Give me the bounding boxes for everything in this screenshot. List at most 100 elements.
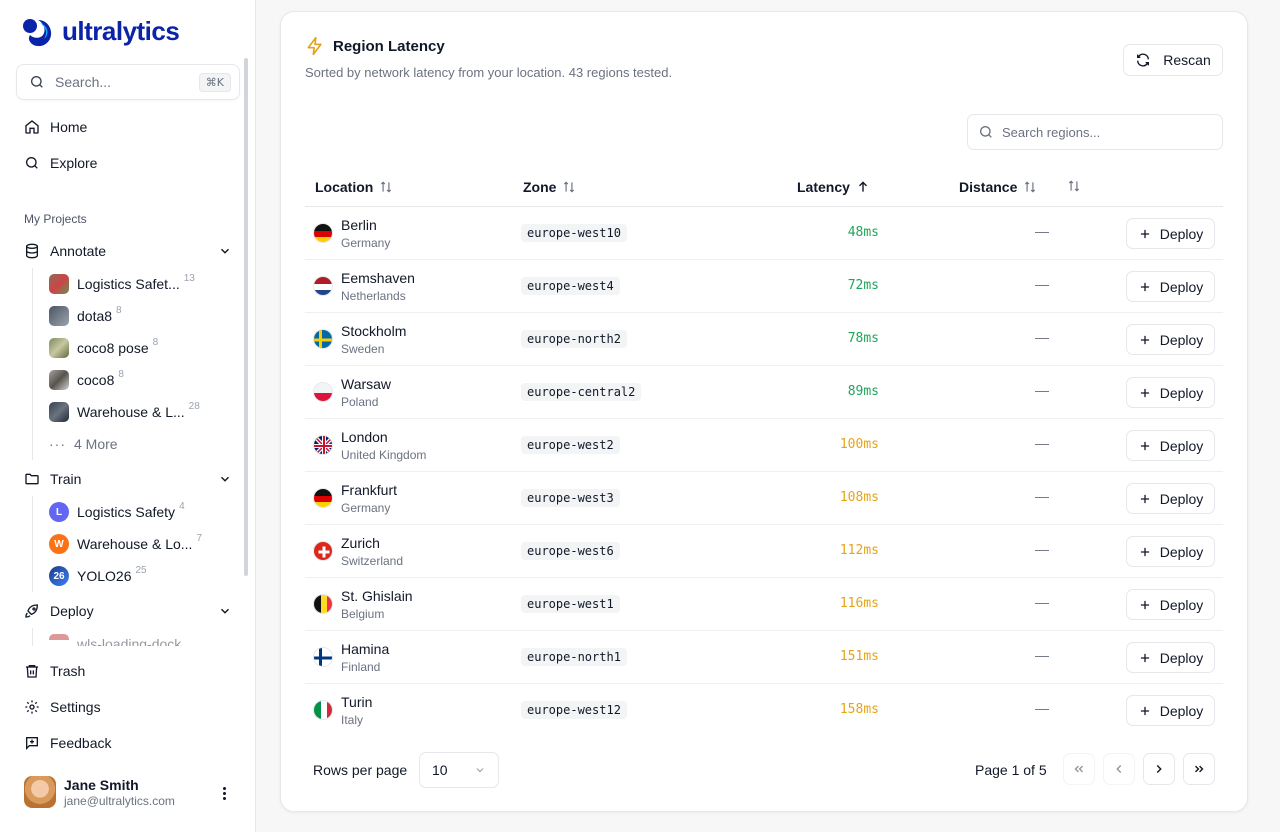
rows-per-page-select[interactable]: 10: [419, 752, 499, 788]
lightning-icon: [307, 36, 322, 56]
se-flag-icon: [313, 329, 333, 349]
project-name: Logistics Safet...: [77, 276, 180, 292]
row-zone: europe-west1: [521, 595, 620, 613]
row-city: Stockholm: [341, 323, 407, 339]
deploy-button[interactable]: Deploy: [1126, 483, 1215, 514]
nav-explore[interactable]: Explore: [24, 155, 97, 171]
nav-home[interactable]: Home: [24, 119, 87, 135]
deploy-button[interactable]: Deploy: [1126, 377, 1215, 408]
column-zone[interactable]: Zone: [523, 179, 576, 195]
chevron-down-icon[interactable]: [218, 244, 232, 258]
table-row: Berlin Germany europe-west10 48ms — Depl…: [305, 207, 1223, 260]
region-search-input[interactable]: [1002, 124, 1222, 140]
train-item[interactable]: L Logistics Safety 4: [49, 501, 185, 522]
plus-icon: [1140, 335, 1149, 344]
next-page-button[interactable]: [1143, 753, 1175, 785]
table-row: Stockholm Sweden europe-north2 78ms — De…: [305, 313, 1223, 366]
nav-settings[interactable]: Settings: [24, 699, 101, 715]
nav-trash[interactable]: Trash: [24, 663, 85, 679]
chevron-down-icon[interactable]: [218, 472, 232, 486]
deploy-button[interactable]: Deploy: [1126, 218, 1215, 249]
chevron-right-icon: [1156, 765, 1162, 773]
it-flag-icon: [313, 700, 333, 720]
chevron-left-icon: [1116, 765, 1122, 773]
deploy-button[interactable]: Deploy: [1126, 536, 1215, 567]
column-location[interactable]: Location: [315, 179, 393, 195]
deploy-button-label: Deploy: [1159, 702, 1204, 719]
row-distance: —: [1035, 541, 1049, 557]
annotate-item[interactable]: Logistics Safet... 13: [49, 272, 195, 294]
first-page-button[interactable]: [1063, 753, 1095, 785]
deploy-button[interactable]: Deploy: [1126, 695, 1215, 726]
sort-icon: [1025, 181, 1036, 193]
train-item[interactable]: W Warehouse & Lo... 7: [49, 533, 202, 554]
project-avatar: W: [49, 534, 69, 554]
deploy-button[interactable]: Deploy: [1126, 430, 1215, 461]
folder-icon: [25, 473, 39, 485]
row-country: Poland: [341, 395, 379, 409]
project-name: Warehouse & L...: [77, 404, 185, 420]
annotate-more-link[interactable]: ··· 4 More: [49, 436, 118, 452]
prev-page-button[interactable]: [1103, 753, 1135, 785]
nav-explore-label: Explore: [50, 155, 98, 171]
deploy-label: Deploy: [50, 603, 94, 619]
nav-feedback[interactable]: Feedback: [24, 735, 111, 751]
row-zone: europe-central2: [521, 383, 642, 401]
tree-line: [32, 268, 33, 460]
logo[interactable]: ultralytics: [22, 16, 180, 47]
nl-flag-icon: [313, 276, 333, 296]
arrow-up-icon: [858, 181, 867, 192]
plus-icon: [1140, 653, 1149, 662]
deploy-item[interactable]: wls-loading-dock: [49, 634, 181, 646]
project-count: 8: [116, 304, 122, 316]
annotate-group-header[interactable]: Annotate: [24, 243, 232, 259]
deploy-button[interactable]: Deploy: [1126, 589, 1215, 620]
table-row: Turin Italy europe-west12 158ms — Deploy: [305, 684, 1223, 737]
row-latency: 89ms: [847, 384, 879, 399]
table-row: Frankfurt Germany europe-west3 108ms — D…: [305, 472, 1223, 525]
column-latency[interactable]: Latency: [797, 179, 870, 195]
train-group-header[interactable]: Train: [24, 471, 232, 487]
last-page-button[interactable]: [1183, 753, 1215, 785]
rescan-button[interactable]: Rescan: [1123, 44, 1223, 76]
project-thumbnail: [49, 338, 69, 358]
sidebar-search[interactable]: Search... ⌘K: [16, 64, 240, 100]
deploy-items-clip: wls-loading-dock: [32, 628, 242, 646]
plus-icon: [1140, 600, 1149, 609]
deploy-button-label: Deploy: [1159, 437, 1204, 454]
project-count: 13: [183, 272, 195, 284]
annotate-item[interactable]: coco8 pose 8: [49, 336, 159, 358]
more-label: 4 More: [74, 436, 118, 452]
row-latency: 100ms: [839, 437, 879, 452]
row-country: Finland: [341, 660, 381, 674]
row-country: Sweden: [341, 342, 385, 356]
deployment-name: wls-loading-dock: [77, 636, 182, 646]
chevron-down-icon[interactable]: [218, 604, 232, 618]
row-zone: europe-west10: [521, 224, 627, 242]
user-menu-kebab-icon[interactable]: [214, 783, 234, 803]
deploy-button[interactable]: Deploy: [1126, 324, 1215, 355]
deploy-button[interactable]: Deploy: [1126, 642, 1215, 673]
user-profile[interactable]: Jane Smith jane@ultralytics.com: [24, 776, 175, 808]
project-thumbnail: [49, 402, 69, 422]
deploy-group-header[interactable]: Deploy: [24, 603, 232, 619]
project-avatar: L: [49, 502, 69, 522]
annotate-item[interactable]: Warehouse & L... 28: [49, 401, 200, 422]
column-extra-sort[interactable]: [1067, 179, 1081, 193]
sidebar-scrollbar[interactable]: [244, 58, 248, 576]
home-icon: [25, 120, 39, 134]
column-distance[interactable]: Distance: [959, 179, 1037, 195]
annotate-item[interactable]: dota8 8: [49, 304, 122, 326]
row-city: London: [341, 429, 388, 445]
card-title: Region Latency: [305, 36, 445, 56]
user-name: Jane Smith: [64, 776, 139, 793]
region-search[interactable]: [967, 114, 1223, 150]
deploy-button[interactable]: Deploy: [1126, 271, 1215, 302]
sort-icon: [1068, 180, 1080, 192]
table-row: St. Ghislain Belgium europe-west1 116ms …: [305, 578, 1223, 631]
project-count: 8: [152, 336, 159, 348]
annotate-item[interactable]: coco8 8: [49, 369, 124, 390]
row-city: Turin: [341, 694, 373, 710]
train-item[interactable]: 26 YOLO26 25: [49, 565, 147, 586]
deploy-button-label: Deploy: [1159, 331, 1204, 348]
